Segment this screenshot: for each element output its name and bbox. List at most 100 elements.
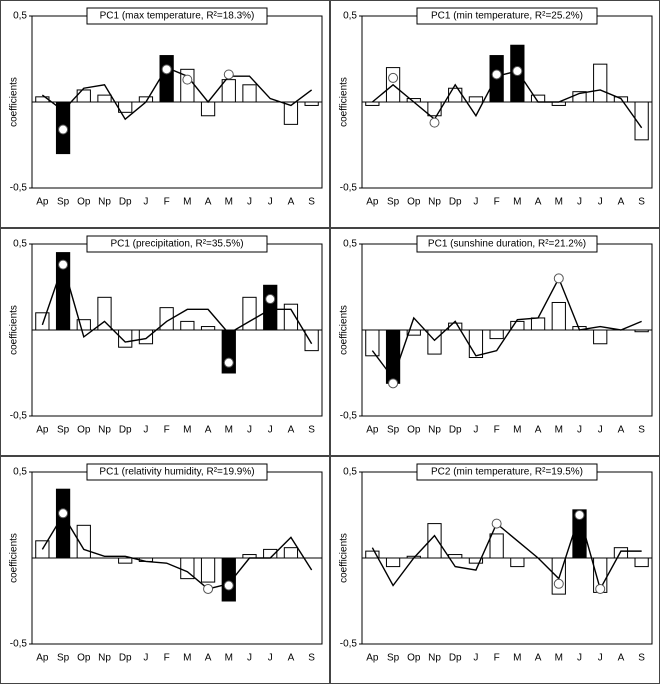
bar (427, 101, 442, 117)
y-tick-label: 0,5 (343, 467, 357, 478)
point (388, 378, 399, 389)
panel-border (330, 456, 660, 684)
y-tick-label: -0,5 (10, 183, 28, 194)
panel: 0,5 -0,5 coefficients Ap Sp Op Np Dp J F M A M J J A S PC… (330, 0, 660, 228)
bar (613, 547, 629, 559)
x-tick-label: M (225, 197, 233, 208)
bar (118, 557, 133, 564)
x-tick-label: M (555, 425, 563, 436)
x-tick-label: J (247, 653, 252, 664)
x-tick-label: S (308, 653, 315, 664)
point (553, 273, 564, 284)
chart-title: PC1 (min temperature, R²=25.2%) (431, 11, 583, 22)
chart-title: PC1 (sunshine duration, R²=21.2%) (428, 239, 586, 250)
x-tick-label: J (473, 197, 478, 208)
line (41, 66, 313, 121)
bar (551, 301, 566, 331)
bar (263, 284, 278, 331)
bar (35, 540, 50, 559)
bar (427, 329, 442, 355)
x-tick-label: A (535, 425, 542, 436)
x-tick-label: J (247, 197, 252, 208)
y-tick-label: 0,5 (343, 239, 357, 250)
x-tick-label: M (183, 653, 191, 664)
y-axis-label: coefficients (9, 533, 20, 583)
y-tick-label: -0,5 (340, 183, 358, 194)
bar (283, 547, 299, 559)
point (491, 69, 502, 80)
x-tick-label: M (513, 653, 521, 664)
chart-title: PC1 (precipitation, R²=35.5%) (110, 239, 243, 250)
x-tick-label: M (225, 425, 233, 436)
y-axis-label: coefficients (9, 77, 20, 127)
bar (118, 329, 133, 348)
title-box (86, 463, 268, 481)
bar (242, 84, 257, 103)
bar (385, 329, 401, 384)
x-tick-label: S (638, 197, 645, 208)
x-tick-label: A (618, 197, 625, 208)
chart-title: PC2 (min temperature, R²=19.5%) (431, 467, 583, 478)
x-tick-label: M (513, 197, 521, 208)
x-tick-label: J (268, 197, 273, 208)
x-tick-label: Np (98, 653, 111, 664)
bar (510, 557, 525, 568)
bar (76, 89, 91, 103)
x-tick-label: F (164, 653, 170, 664)
x-tick-label: M (183, 197, 191, 208)
x-tick-label: Np (98, 197, 111, 208)
y-tick-label: -0,5 (10, 639, 28, 650)
x-tick-label: M (555, 653, 563, 664)
x-tick-label: J (598, 197, 603, 208)
bar (530, 317, 546, 331)
x-tick-label: J (577, 425, 582, 436)
line (371, 70, 643, 129)
panel: 0,5 -0,5 coefficients Ap Sp Op Np Dp J F M A M J J A S PC… (0, 456, 330, 684)
bar (159, 55, 174, 103)
x-tick-label: Op (407, 653, 421, 664)
x-tick-label: J (577, 653, 582, 664)
point (512, 66, 523, 77)
x-tick-label: Sp (387, 425, 400, 436)
point (491, 518, 502, 529)
x-tick-label: Dp (449, 653, 462, 664)
point (595, 583, 606, 594)
x-tick-label: Dp (449, 197, 462, 208)
x-tick-label: Ap (36, 653, 49, 664)
bar (593, 63, 608, 103)
title-box (86, 7, 268, 25)
point (223, 357, 234, 368)
panel: 0,5 -0,5 coefficients Ap Sp Op Np Dp J F M A M J J A S PC… (0, 0, 330, 228)
x-tick-label: Ap (366, 425, 379, 436)
x-tick-label: J (143, 653, 148, 664)
x-tick-label: Op (407, 425, 421, 436)
y-tick-label: 0,5 (13, 239, 27, 250)
panel: 0,5 -0,5 coefficients Ap Sp Op Np Dp J F M A M J J A S PC… (330, 228, 660, 456)
chart-title: PC1 (max temperature, R²=18.3%) (100, 11, 255, 22)
x-tick-label: A (535, 653, 542, 664)
chart-title: PC1 (relativity humidity, R²=19.9%) (99, 467, 254, 478)
bar (200, 326, 216, 331)
bar (634, 557, 649, 568)
bar (489, 329, 504, 340)
title-box (86, 235, 268, 253)
bar (448, 554, 463, 559)
x-tick-label: Np (428, 197, 441, 208)
x-tick-label: A (288, 197, 295, 208)
x-tick-label: M (225, 653, 233, 664)
x-tick-label: Sp (57, 425, 70, 436)
bar (221, 557, 236, 602)
x-tick-label: M (513, 425, 521, 436)
x-tick-label: J (268, 425, 273, 436)
bar (468, 96, 484, 103)
y-axis-label: coefficients (339, 77, 350, 127)
point (182, 74, 193, 85)
bar (138, 329, 154, 345)
title-box (416, 7, 598, 25)
line (371, 276, 642, 380)
x-tick-label: S (308, 197, 315, 208)
bar (365, 329, 380, 357)
x-tick-label: Ap (36, 197, 49, 208)
x-tick-label: Np (428, 425, 441, 436)
